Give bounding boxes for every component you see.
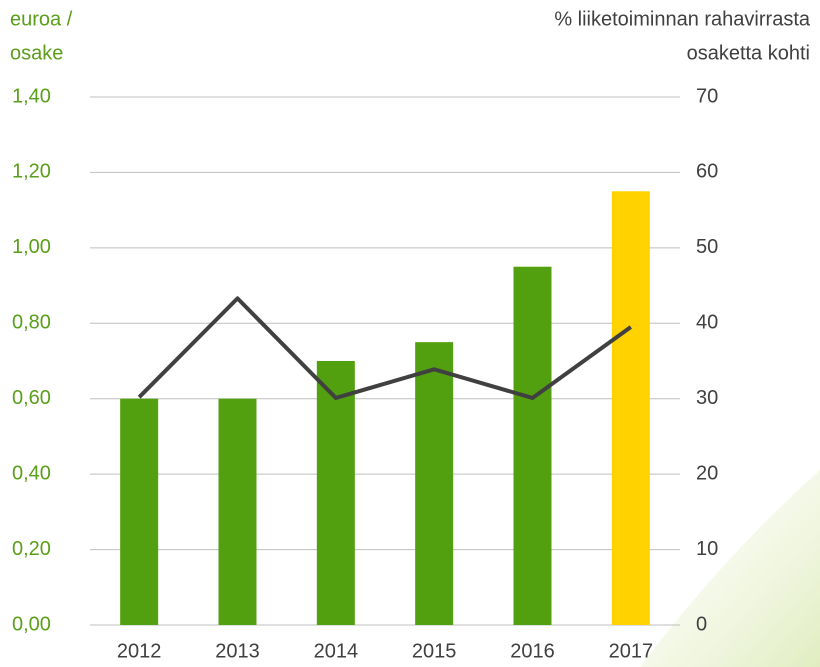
x-tick-label: 2013 [215, 640, 260, 662]
y2-axis-label: % liiketoiminnan rahavirrasta [554, 8, 811, 30]
x-tick-label: 2017 [609, 640, 654, 662]
y2-tick-label: 0 [696, 613, 707, 635]
background-decoration [640, 470, 820, 667]
bar [120, 398, 159, 625]
y-axis-label: osake [10, 42, 63, 64]
x-tick-label: 2015 [412, 640, 457, 662]
y2-tick-label: 30 [696, 387, 718, 409]
line [137, 296, 633, 400]
y-tick-label: 1,20 [12, 161, 51, 183]
bar [415, 342, 454, 625]
x-tick-label: 2016 [510, 640, 555, 662]
bar [316, 361, 355, 625]
y-tick-label: 0,60 [12, 387, 51, 409]
x-tick-label: 2012 [117, 640, 162, 662]
y-tick-label: 0,00 [12, 613, 51, 635]
y2-axis-label: osaketta kohti [687, 42, 810, 64]
bar [513, 266, 552, 625]
y2-tick-label: 10 [696, 538, 718, 560]
y2-tick-label: 50 [696, 236, 718, 258]
y2-tick-label: 40 [696, 312, 718, 334]
y-tick-label: 0,80 [12, 312, 51, 334]
y-tick-label: 0,20 [12, 538, 51, 560]
bar [218, 398, 257, 625]
y2-tick-label: 70 [696, 85, 718, 107]
y-axis-label: euroa / [10, 8, 73, 30]
bar [611, 191, 650, 626]
y-tick-label: 1,00 [12, 236, 51, 258]
x-tick-label: 2014 [314, 640, 359, 662]
y2-tick-label: 60 [696, 161, 718, 183]
y-tick-label: 1,40 [12, 85, 51, 107]
y2-tick-label: 20 [696, 462, 718, 484]
y-tick-label: 0,40 [12, 462, 51, 484]
